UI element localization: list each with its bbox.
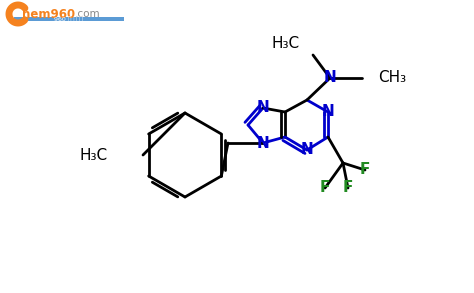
Text: F: F <box>320 180 330 195</box>
Text: .com: .com <box>75 9 100 19</box>
Text: CH₃: CH₃ <box>378 71 406 86</box>
Text: N: N <box>256 135 269 151</box>
Text: hem960: hem960 <box>22 8 75 21</box>
Text: H₃C: H₃C <box>80 147 108 163</box>
Bar <box>14 17 124 21</box>
Text: F: F <box>360 163 370 178</box>
Text: N: N <box>324 71 337 86</box>
Text: N: N <box>301 142 313 158</box>
Text: N: N <box>256 100 269 115</box>
Text: H₃C: H₃C <box>272 37 300 52</box>
Text: N: N <box>322 105 334 120</box>
Text: 960 化 工 网: 960 化 工 网 <box>55 16 83 22</box>
Text: F: F <box>343 180 353 195</box>
